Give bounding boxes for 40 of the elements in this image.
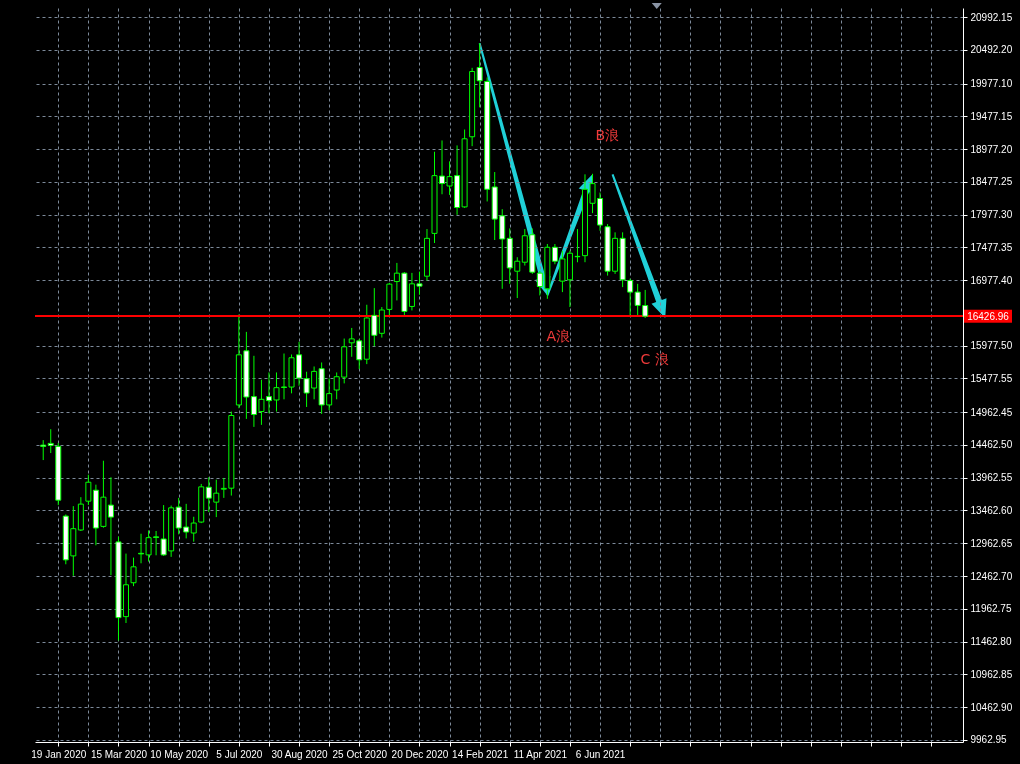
candlestick [627, 278, 634, 316]
y-tick-label: 14962.45 [970, 406, 1013, 418]
candlestick [130, 557, 137, 587]
y-tick-label: 19477.15 [970, 110, 1013, 122]
x-tick-label: 11 Apr 2021 [513, 748, 568, 760]
x-tick-label: 30 Aug 2020 [271, 748, 329, 760]
x-tick-label: 5 Jul 2020 [216, 748, 263, 760]
y-tick-label: 13962.55 [970, 472, 1013, 484]
y-tick-label: 15477.55 [970, 372, 1013, 384]
y-tick-label: 18977.20 [970, 143, 1013, 155]
x-tick-label: 20 Dec 2020 [391, 748, 449, 760]
x-tick-label: 19 Jan 2020 [31, 748, 87, 760]
y-tick-label: 10962.85 [970, 668, 1013, 680]
candlestick [476, 42, 483, 108]
annotation: A浪 [546, 328, 571, 344]
y-tick-label: 9962.95 [970, 734, 1008, 746]
annotation: B浪 [595, 126, 619, 143]
y-tick-label: 18477.25 [970, 176, 1013, 188]
y-tick-label: 19977.10 [970, 78, 1013, 90]
x-tick-label: 6 Jun 2021 [575, 748, 626, 760]
y-tick-label: 12462.70 [970, 570, 1013, 582]
y-tick-label: 11462.80 [970, 636, 1012, 648]
y-tick-label: 15977.50 [970, 340, 1013, 352]
y-tick-label: 11962.75 [970, 603, 1012, 615]
y-tick-label: 17477.35 [970, 241, 1013, 253]
x-tick-label: 25 Oct 2020 [332, 748, 388, 760]
x-tick-label: 10 May 2020 [150, 748, 209, 760]
y-tick-label: 20992.15 [970, 11, 1013, 23]
y-tick-label: 12962.65 [970, 537, 1013, 549]
x-tick-label: 15 Mar 2020 [90, 748, 148, 760]
ref-line-label: 16426.96 [967, 311, 1010, 323]
y-tick-label: 16977.40 [970, 274, 1013, 286]
y-tick-label: 20492.20 [970, 44, 1013, 56]
candlestick [47, 428, 54, 454]
x-tick-label: 14 Feb 2021 [452, 748, 509, 760]
y-tick-label: 17977.30 [970, 209, 1013, 221]
y-tick-label: 14462.50 [970, 439, 1013, 451]
y-tick-label: 10462.90 [970, 701, 1013, 713]
y-tick-label: 13462.60 [970, 504, 1013, 516]
candlestick [40, 439, 47, 461]
